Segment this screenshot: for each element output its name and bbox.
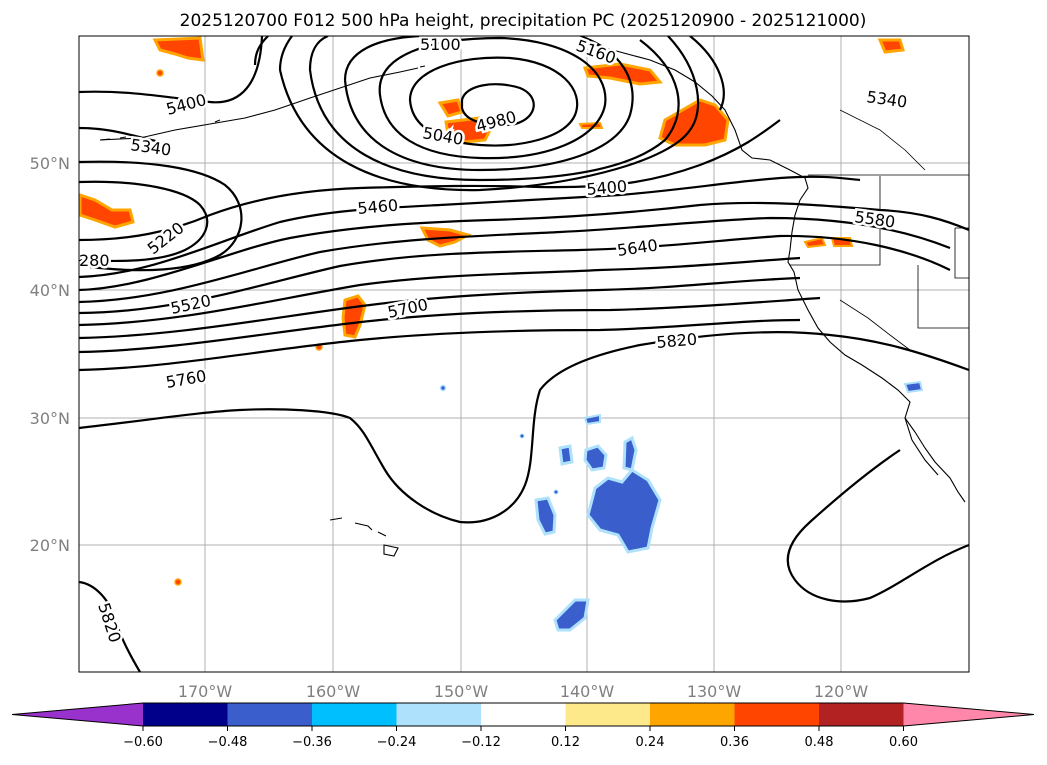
precip-pos-area: [79, 193, 135, 229]
colorbar-segment: [227, 703, 313, 726]
precip-pos-area: [152, 36, 205, 62]
contour-line: [308, 36, 680, 182]
lat-label: 40°N: [30, 281, 70, 300]
precip-positive-areas: [79, 36, 905, 586]
alaska-peninsula-coast: [99, 67, 419, 141]
contour-label: 5460: [357, 196, 399, 218]
plot-title: 2025120700 F012 500 hPa height, precipit…: [180, 11, 867, 31]
precip-neg-area: [622, 435, 638, 472]
contour-label: 5820: [656, 330, 698, 352]
contour-line: [253, 36, 725, 111]
colorbar-tick-label: −0.60: [123, 735, 163, 750]
precip-neg-area: [553, 598, 590, 632]
lat-label: 20°N: [30, 536, 70, 555]
contour-line: [79, 580, 141, 672]
longitude-labels: 170°W 160°W 150°W 140°W 130°W 120°W: [178, 682, 869, 701]
colorbar-tick-label: 0.12: [551, 735, 580, 750]
colorbar-tick-label: 0.48: [805, 735, 834, 750]
lat-label: 30°N: [30, 409, 70, 428]
height-contours: [79, 36, 969, 672]
precip-neg-area: [558, 444, 574, 466]
latitude-labels: 50°N 40°N 30°N 20°N: [30, 154, 70, 555]
colorbar: −0.60 −0.48 −0.36 −0.24 −0.12 0.12 0.24 0.36 0.4…: [11, 702, 1035, 750]
colorbar-segment: [819, 703, 904, 726]
political-borders: [790, 109, 969, 351]
precip-neg-area: [903, 380, 924, 394]
map-area: 5100 5160 5400 5340 5040 4980 5340 5400 …: [79, 35, 969, 672]
contour-line: [343, 36, 634, 172]
lon-label: 150°W: [434, 682, 489, 701]
lon-label: 170°W: [178, 682, 233, 701]
precip-negative-areas: [439, 380, 924, 632]
colorbar-segment: [565, 703, 651, 726]
contour-line: [79, 126, 161, 144]
precip-neg-area: [583, 413, 601, 426]
contour-line: [79, 175, 861, 279]
precip-pos-area: [582, 62, 663, 86]
colorbar-tick-label: −0.36: [292, 735, 332, 750]
alaska-gulf-coast: [594, 44, 809, 201]
colorbar-segment: [143, 703, 228, 726]
lon-label: 130°W: [687, 682, 742, 701]
colorbar-tick-label: −0.12: [461, 735, 501, 750]
lon-label: 120°W: [814, 682, 869, 701]
colorbar-segment: [312, 703, 397, 726]
lat-label: 50°N: [30, 154, 70, 173]
hawaii-coast: [329, 517, 399, 557]
precip-neg-area: [586, 468, 662, 554]
colorbar-tick-label: 0.36: [720, 735, 749, 750]
precip-pos-area: [877, 38, 905, 54]
precip-pos-area: [444, 116, 492, 144]
colorbar-segment: [734, 703, 820, 726]
precip-pos-area: [437, 98, 464, 118]
contour-label: 280: [79, 251, 110, 270]
lon-label: 140°W: [560, 682, 615, 701]
contour-line: [408, 56, 579, 147]
coastlines: [99, 44, 966, 557]
contour-line: [278, 36, 700, 192]
precip-pos-area: [578, 121, 604, 129]
colorbar-tick-label: −0.48: [208, 735, 248, 750]
contour-line: [79, 296, 821, 354]
map-frame: [78, 35, 970, 673]
contour-label: 5100: [420, 35, 461, 54]
precip-neg-area: [534, 496, 557, 536]
aleutian-islands: [99, 65, 426, 141]
contour-line: [79, 36, 264, 104]
contour-line: [460, 83, 535, 127]
precip-pos-area: [803, 236, 827, 249]
contour-line: [79, 234, 951, 315]
contour-line: [79, 318, 801, 372]
contour-line: [79, 160, 243, 272]
contour-label: 5400: [586, 177, 628, 199]
colorbar-segment: [481, 703, 566, 726]
contour-line: [79, 201, 969, 292]
contour-line: [79, 276, 801, 340]
colorbar-segment: [650, 703, 735, 726]
colorbar-extend-min: [12, 703, 143, 726]
contour-line: [79, 256, 801, 327]
contour-line: [79, 119, 781, 242]
colorbar-tick-label: −0.24: [377, 735, 417, 750]
colorbar-tick-label: 0.60: [889, 735, 918, 750]
contour-line: [378, 36, 607, 160]
contour-line: [79, 180, 209, 263]
contour-line: [79, 331, 969, 524]
precip-neg-area: [583, 444, 608, 472]
north-america-west-coast: [787, 199, 966, 503]
contour-line: [79, 216, 951, 304]
colorbar-tick-label: 0.24: [636, 735, 665, 750]
colorbar-segment: [396, 703, 482, 726]
lon-label: 160°W: [306, 682, 361, 701]
colorbar-extend-max: [903, 703, 1034, 726]
contour-line: [786, 449, 969, 603]
baja-coast: [904, 417, 939, 476]
